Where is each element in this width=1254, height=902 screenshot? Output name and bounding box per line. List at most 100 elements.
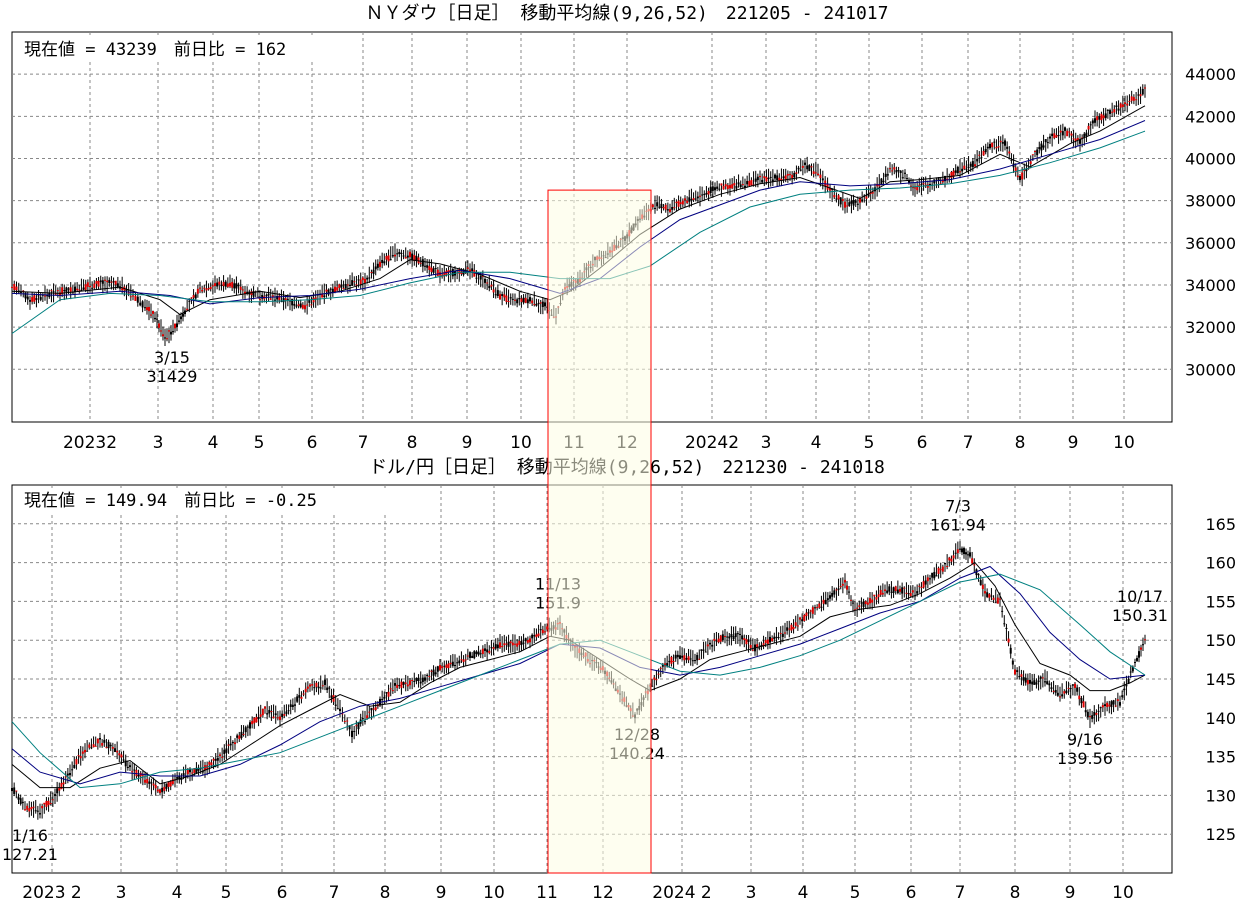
x-tick-label: 4 [798, 883, 809, 902]
price-candle [132, 295, 134, 297]
price-candle [330, 695, 333, 698]
price-candle [1072, 138, 1075, 140]
price-candle [893, 167, 896, 170]
price-candle [674, 654, 677, 659]
price-candle [235, 283, 238, 289]
x-tick-label: 9 [1065, 883, 1076, 902]
price-candle [99, 737, 101, 740]
y-tick-label: 125 [1205, 825, 1236, 844]
price-candle [990, 595, 993, 597]
price-candle [812, 171, 815, 175]
price-candle [1087, 125, 1090, 130]
price-candle [404, 257, 407, 259]
price-candle [451, 268, 454, 277]
price-candle [432, 669, 435, 676]
price-candle [291, 704, 294, 707]
price-candle [186, 308, 189, 311]
price-candle [492, 647, 495, 649]
price-candle [889, 168, 891, 170]
price-candle [952, 555, 955, 559]
price-candle [171, 779, 174, 785]
price-candle [494, 294, 497, 296]
price-candle [312, 297, 315, 303]
price-candle [531, 634, 534, 639]
price-candle [41, 805, 44, 809]
price-candle [856, 203, 859, 205]
price-candle [447, 269, 450, 273]
price-candle [814, 607, 816, 609]
price-candle [544, 302, 546, 307]
price-candle [475, 651, 478, 654]
price-candle [792, 626, 795, 630]
price-candle [1024, 677, 1027, 683]
x-tick-label: 2024 2 [652, 883, 711, 902]
x-tick-label: 9 [436, 883, 447, 902]
price-candle [903, 587, 906, 589]
price-candle [1040, 143, 1043, 151]
price-candle [854, 200, 857, 203]
price-candle [473, 651, 476, 659]
price-candle [385, 692, 388, 694]
price-candle [816, 607, 819, 609]
price-candle [796, 625, 799, 627]
y-tick-label: 30000 [1185, 360, 1236, 379]
price-candle [546, 626, 549, 630]
price-candle [218, 281, 221, 285]
price-candle [294, 704, 296, 706]
price-candle [1067, 687, 1070, 689]
price-candle [756, 176, 759, 181]
price-candle [189, 768, 191, 773]
price-candle [26, 805, 29, 810]
price-candle [688, 197, 691, 202]
price-candle [1049, 136, 1051, 139]
x-tick-label: 6 [307, 433, 318, 453]
price-candle [152, 311, 154, 314]
price-candle [906, 178, 908, 180]
price-candle [1029, 679, 1031, 684]
price-candle [469, 652, 471, 658]
price-candle [216, 282, 219, 287]
price-candle [831, 592, 834, 597]
price-candle [477, 274, 480, 276]
price-candle [246, 291, 249, 294]
price-candle [786, 627, 789, 631]
annotation-value: 139.56 [1057, 749, 1113, 768]
price-candle [1026, 679, 1029, 685]
price-candle [192, 295, 195, 298]
price-candle [801, 619, 804, 622]
price-candle [304, 305, 306, 310]
price-candle [264, 706, 266, 709]
price-candle [743, 638, 746, 641]
price-candle [268, 709, 271, 714]
price-candle [1020, 674, 1023, 677]
price-candle [829, 188, 831, 191]
price-candle [299, 303, 302, 308]
price-candle [24, 809, 26, 811]
price-candle [79, 756, 82, 759]
price-candle [148, 781, 151, 784]
price-candle [129, 765, 131, 768]
price-candle [1119, 702, 1121, 706]
price-candle [1093, 712, 1096, 716]
price-candle [980, 157, 983, 159]
price-candle [182, 773, 185, 776]
price-candle [396, 253, 399, 255]
price-candle [346, 284, 349, 286]
price-candle [806, 165, 809, 170]
dow-series [11, 84, 1146, 347]
price-candle [118, 753, 121, 756]
price-candle [1121, 695, 1124, 697]
price-candle [1135, 99, 1138, 101]
price-candle [1085, 132, 1088, 136]
y-tick-label: 38000 [1185, 192, 1236, 211]
usdjpy-y-axis: 125 130 135 140 145 150 155 160 165 [1205, 515, 1236, 844]
price-candle [406, 684, 409, 687]
price-candle [324, 679, 326, 685]
price-candle [78, 289, 81, 291]
price-candle [114, 280, 117, 285]
price-candle [28, 808, 31, 812]
price-candle [97, 280, 100, 287]
price-candle [509, 641, 512, 644]
price-candle [1033, 680, 1036, 685]
price-candle [67, 288, 70, 290]
